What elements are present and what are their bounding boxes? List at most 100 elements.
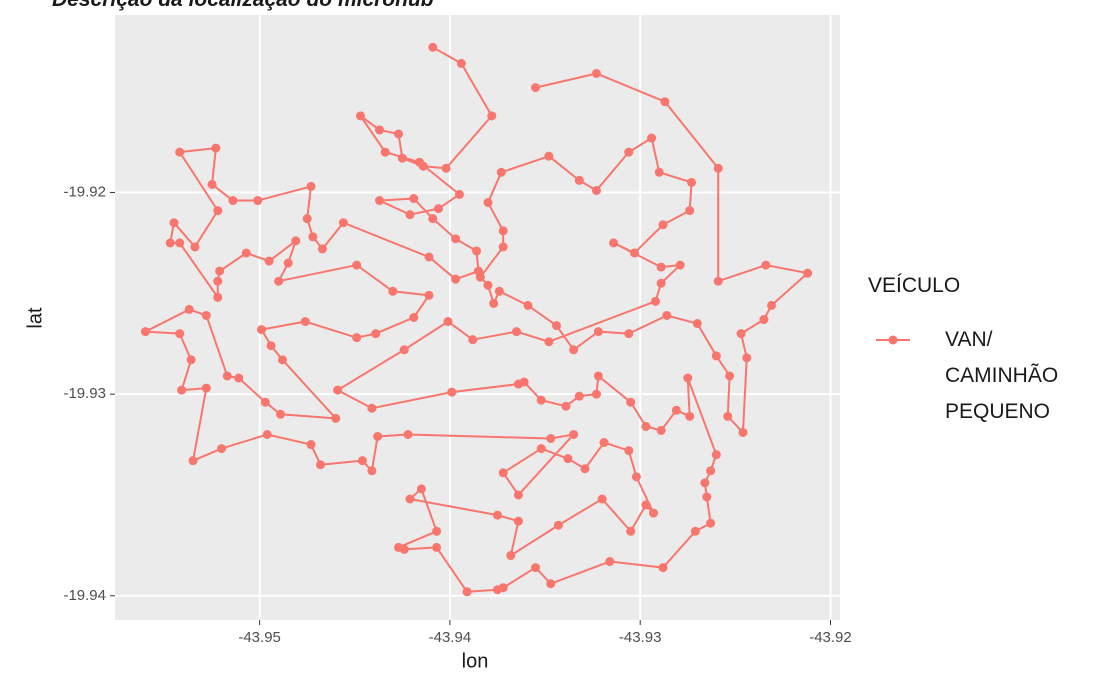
data-point bbox=[169, 218, 179, 228]
data-point bbox=[513, 490, 523, 500]
data-point bbox=[300, 317, 310, 327]
data-point bbox=[494, 286, 504, 296]
data-point bbox=[553, 520, 563, 530]
data-point bbox=[563, 454, 573, 464]
data-point bbox=[432, 526, 442, 536]
data-point bbox=[468, 335, 478, 345]
data-point bbox=[375, 125, 385, 135]
data-point bbox=[662, 310, 672, 320]
data-point bbox=[140, 327, 150, 337]
data-point bbox=[660, 97, 670, 107]
data-point bbox=[531, 83, 541, 93]
data-point bbox=[591, 389, 601, 399]
data-point bbox=[175, 238, 185, 248]
data-point bbox=[277, 355, 287, 365]
data-point bbox=[506, 550, 516, 560]
legend-label: VAN/ CAMINHÃO PEQUENO bbox=[945, 328, 1059, 423]
data-point bbox=[483, 280, 493, 290]
data-point bbox=[217, 444, 227, 454]
data-point bbox=[742, 353, 752, 363]
data-point bbox=[544, 151, 554, 161]
data-point bbox=[656, 425, 666, 435]
data-point bbox=[338, 218, 348, 228]
data-point bbox=[675, 260, 685, 270]
data-point bbox=[165, 238, 175, 248]
x-tick-label: -43.95 bbox=[238, 629, 281, 646]
data-point bbox=[316, 460, 326, 470]
data-point bbox=[489, 298, 499, 308]
data-point bbox=[213, 206, 223, 216]
data-point bbox=[513, 516, 523, 526]
data-point bbox=[276, 409, 286, 419]
data-point bbox=[357, 456, 367, 466]
data-point bbox=[650, 296, 660, 306]
data-point bbox=[492, 510, 502, 520]
data-point bbox=[409, 194, 419, 204]
y-axis-title: lat bbox=[24, 307, 46, 329]
data-point bbox=[308, 232, 318, 242]
data-point bbox=[492, 585, 502, 595]
data-point bbox=[424, 290, 434, 300]
x-tick-label: -43.94 bbox=[429, 629, 472, 646]
data-point bbox=[257, 325, 267, 335]
data-point bbox=[403, 429, 413, 439]
data-point bbox=[687, 177, 697, 187]
data-point bbox=[738, 427, 748, 437]
data-point bbox=[207, 179, 217, 189]
data-point bbox=[658, 220, 668, 230]
data-point bbox=[692, 319, 702, 329]
data-point bbox=[609, 238, 619, 248]
data-point bbox=[283, 258, 293, 268]
x-axis-title: lon bbox=[462, 650, 489, 672]
data-point bbox=[574, 391, 584, 401]
data-point bbox=[487, 111, 497, 121]
data-point bbox=[234, 373, 244, 383]
data-point bbox=[228, 196, 238, 206]
data-point bbox=[211, 143, 221, 153]
data-point bbox=[690, 526, 700, 536]
data-point bbox=[241, 248, 251, 258]
data-point bbox=[631, 472, 641, 482]
data-point bbox=[317, 244, 327, 254]
data-point bbox=[536, 444, 546, 454]
data-point bbox=[177, 385, 187, 395]
data-point bbox=[593, 371, 603, 381]
data-point bbox=[531, 563, 541, 573]
data-point bbox=[367, 403, 377, 413]
data-point bbox=[394, 129, 404, 139]
data-point bbox=[355, 111, 365, 121]
data-point bbox=[451, 274, 461, 284]
data-point bbox=[629, 248, 639, 258]
data-point bbox=[711, 450, 721, 460]
data-point bbox=[441, 163, 451, 173]
data-point bbox=[432, 542, 442, 552]
data-point bbox=[766, 300, 776, 310]
legend-title: VEÍCULO bbox=[868, 274, 961, 297]
data-point bbox=[186, 355, 196, 365]
data-point bbox=[569, 345, 579, 355]
data-point bbox=[711, 351, 721, 361]
data-point bbox=[201, 383, 211, 393]
data-point bbox=[591, 68, 601, 78]
data-point bbox=[473, 266, 483, 276]
data-point bbox=[454, 189, 464, 199]
data-point bbox=[512, 327, 522, 337]
data-point bbox=[483, 198, 493, 208]
data-point bbox=[253, 196, 263, 206]
data-point bbox=[222, 371, 232, 381]
data-point bbox=[671, 405, 681, 415]
data-point bbox=[380, 147, 390, 157]
data-point bbox=[641, 500, 651, 510]
data-point bbox=[496, 167, 506, 177]
data-point bbox=[761, 260, 771, 270]
data-point bbox=[373, 431, 383, 441]
data-point bbox=[569, 429, 579, 439]
data-point bbox=[333, 385, 343, 395]
data-point bbox=[626, 397, 636, 407]
data-point bbox=[201, 310, 211, 320]
data-point bbox=[405, 210, 415, 220]
data-point bbox=[262, 429, 272, 439]
data-point bbox=[302, 214, 312, 224]
